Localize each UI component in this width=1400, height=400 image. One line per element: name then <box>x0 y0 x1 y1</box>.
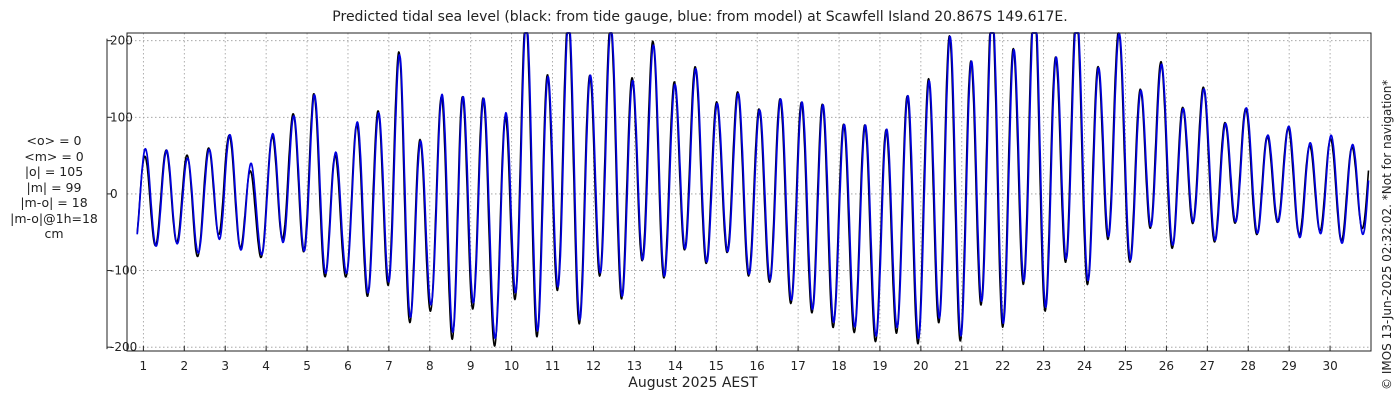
plot-frame <box>126 32 1372 352</box>
stat-units: cm <box>44 226 64 241</box>
x-tick-label: 3 <box>221 359 229 373</box>
x-tick-label: 26 <box>1159 359 1174 373</box>
y-tick-label: -100 <box>110 264 137 278</box>
x-tick-label: 22 <box>995 359 1010 373</box>
x-tick-label: 27 <box>1200 359 1215 373</box>
series-model-line <box>136 32 1370 340</box>
stat-abs-observed: |o| = 105 <box>24 164 84 179</box>
x-tick-label: 15 <box>709 359 724 373</box>
stat-abs-model: |m| = 99 <box>26 179 82 195</box>
x-tick-label: 6 <box>344 359 352 373</box>
x-tick-label: 2 <box>180 359 188 373</box>
x-tick-label: 29 <box>1282 359 1297 373</box>
x-tick-label: 16 <box>750 359 765 373</box>
stat-mean-observed: <o> = 0 <box>26 133 82 148</box>
x-tick-label: 10 <box>504 359 519 373</box>
x-tick-label: 18 <box>831 359 846 373</box>
stat-abs-diff-1h: |m-o|@1h=18 <box>10 210 98 226</box>
chart-title: Predicted tidal sea level (black: from t… <box>332 9 1068 25</box>
y-tick-label: 0 <box>110 187 118 201</box>
x-tick-label: 13 <box>627 359 642 373</box>
x-tick-label: 21 <box>954 359 969 373</box>
x-tick-label: 28 <box>1241 359 1256 373</box>
x-tick-label: 8 <box>426 359 434 373</box>
stat-abs-diff: |m-o| = 18 <box>20 195 88 210</box>
y-tick-label: 200 <box>110 34 133 48</box>
stat-mean-model: <m> = 0 <box>24 148 84 164</box>
x-tick-label: 5 <box>303 359 311 373</box>
copyright-note: © IMOS 13-Jun-2025 02:32:02. *Not for na… <box>1380 79 1394 390</box>
x-tick-label: 30 <box>1322 359 1337 373</box>
x-tick-label: 12 <box>586 359 601 373</box>
x-tick-label: 20 <box>913 359 928 373</box>
x-tick-label: 7 <box>385 359 393 373</box>
y-tick-label: 100 <box>110 110 133 124</box>
y-tick-label: -200 <box>110 340 137 354</box>
grid-lines <box>127 33 1371 351</box>
x-tick-label: 17 <box>790 359 805 373</box>
x-tick-label: 23 <box>1036 359 1051 373</box>
series-observed-line <box>136 32 1370 347</box>
x-tick-label: 1 <box>140 359 148 373</box>
statistics-panel: <o> = 0 <m> = 0 |o| = 105 |m| = 99 |m-o|… <box>4 133 104 242</box>
x-tick-label: 14 <box>668 359 683 373</box>
data-series <box>136 32 1370 347</box>
x-tick-label: 9 <box>467 359 475 373</box>
x-axis-label-text: August 2025 AEST <box>628 375 758 391</box>
x-tick-label: 19 <box>872 359 887 373</box>
x-axis: 1 2 3 4 5 6 7 8 9 10 11 12 13 14 15 16 17 18 19 20 21 22 23 24 2… <box>140 346 1338 373</box>
x-tick-label: 11 <box>545 359 560 373</box>
x-tick-label: 25 <box>1118 359 1133 373</box>
x-tick-label: 24 <box>1077 359 1092 373</box>
y-axis: -200 -100 0 100 200 <box>106 34 137 354</box>
x-tick-label: 4 <box>262 359 270 373</box>
